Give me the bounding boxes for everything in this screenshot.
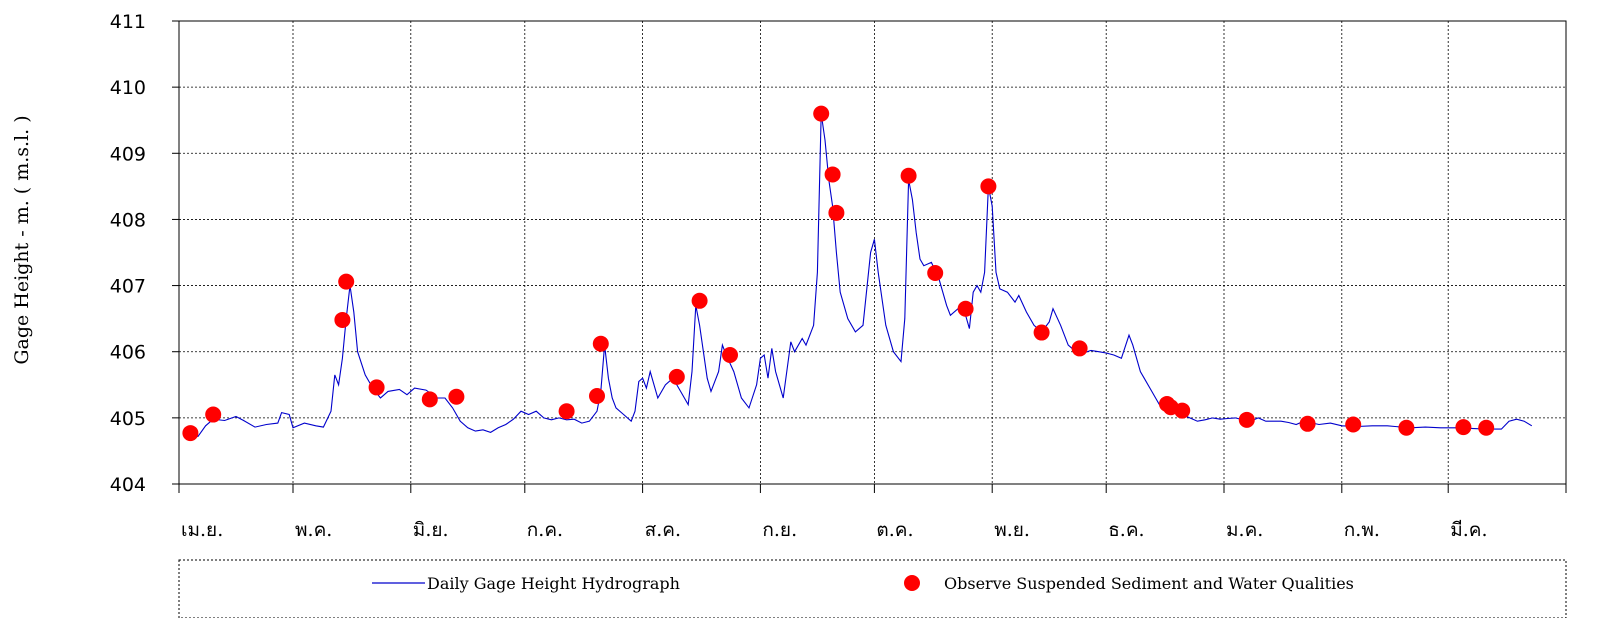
observation-point bbox=[1033, 324, 1050, 341]
plot-area-frame bbox=[178, 20, 1567, 485]
x-axis: เม.ย. พ.ค. มิ.ย. ก.ค. ส.ค. ก.ย. ต.ค. พ.ย. ธ.ค. ม.… bbox=[178, 484, 1567, 541]
observation-point bbox=[824, 166, 841, 183]
legend-box bbox=[178, 559, 1567, 618]
legend-point-swatch bbox=[904, 575, 920, 591]
x-tick-label: มี.ค. bbox=[1450, 519, 1487, 541]
x-tick-label: ต.ค. bbox=[876, 519, 913, 541]
observation-point bbox=[828, 204, 845, 221]
observation-point bbox=[1299, 415, 1316, 432]
observation-point bbox=[668, 368, 685, 385]
observation-point bbox=[1071, 340, 1088, 357]
y-axis-title-group: Gage Height - m. ( m.s.l. ) bbox=[11, 115, 33, 364]
observation-point bbox=[957, 300, 974, 317]
y-axis: 404 405 406 407 408 409 410 411 bbox=[110, 11, 179, 496]
observation-point bbox=[1174, 402, 1191, 419]
x-tick-label: ส.ค. bbox=[645, 519, 681, 541]
y-tick-label: 409 bbox=[110, 143, 146, 165]
series-line-daily-gage-height bbox=[186, 113, 1533, 438]
observation-point bbox=[980, 178, 997, 195]
observation-point bbox=[558, 403, 575, 420]
y-tick-label: 408 bbox=[110, 209, 146, 231]
observation-point bbox=[448, 388, 465, 405]
y-tick-label: 410 bbox=[110, 77, 146, 99]
x-tick-label: เม.ย. bbox=[181, 519, 223, 541]
y-tick-label: 405 bbox=[110, 408, 146, 430]
observation-point bbox=[1455, 419, 1472, 436]
observation-point bbox=[1478, 419, 1495, 436]
x-tick-label: มิ.ย. bbox=[413, 519, 449, 541]
x-tick-label: ธ.ค. bbox=[1108, 519, 1144, 541]
y-tick-label: 404 bbox=[110, 474, 146, 496]
observation-point bbox=[1238, 411, 1255, 428]
observation-point bbox=[182, 425, 199, 442]
point-series-group bbox=[182, 105, 1495, 442]
observation-point bbox=[368, 379, 385, 396]
observation-point bbox=[1345, 416, 1362, 433]
observation-point bbox=[589, 388, 605, 405]
y-axis-title: Gage Height - m. ( m.s.l. ) bbox=[11, 115, 33, 364]
observation-point bbox=[900, 167, 917, 184]
observation-point bbox=[334, 311, 351, 328]
line-series-group bbox=[186, 113, 1533, 438]
observation-point bbox=[927, 265, 944, 282]
observation-point bbox=[722, 347, 738, 364]
x-tick-label: พ.ค. bbox=[295, 519, 332, 541]
x-tick-label: ก.พ. bbox=[1344, 519, 1380, 541]
x-tick-label: พ.ย. bbox=[994, 519, 1030, 541]
legend-label-points: Observe Suspended Sediment and Water Qua… bbox=[944, 574, 1354, 593]
observation-point bbox=[1398, 419, 1415, 436]
x-tick-label: ก.ค. bbox=[527, 519, 563, 541]
x-tick-label: ม.ค. bbox=[1226, 519, 1263, 541]
grid bbox=[179, 21, 1566, 484]
y-tick-label: 406 bbox=[110, 342, 146, 364]
observation-point bbox=[421, 391, 438, 408]
x-tick-label: ก.ย. bbox=[762, 519, 797, 541]
y-tick-label: 411 bbox=[110, 11, 146, 33]
y-tick-label: 407 bbox=[110, 276, 146, 298]
legend-label-line: Daily Gage Height Hydrograph bbox=[427, 574, 680, 593]
observation-point bbox=[592, 335, 609, 352]
observation-point bbox=[338, 273, 355, 290]
observation-point bbox=[205, 406, 222, 423]
observation-point bbox=[691, 292, 708, 309]
observation-point bbox=[813, 105, 830, 122]
